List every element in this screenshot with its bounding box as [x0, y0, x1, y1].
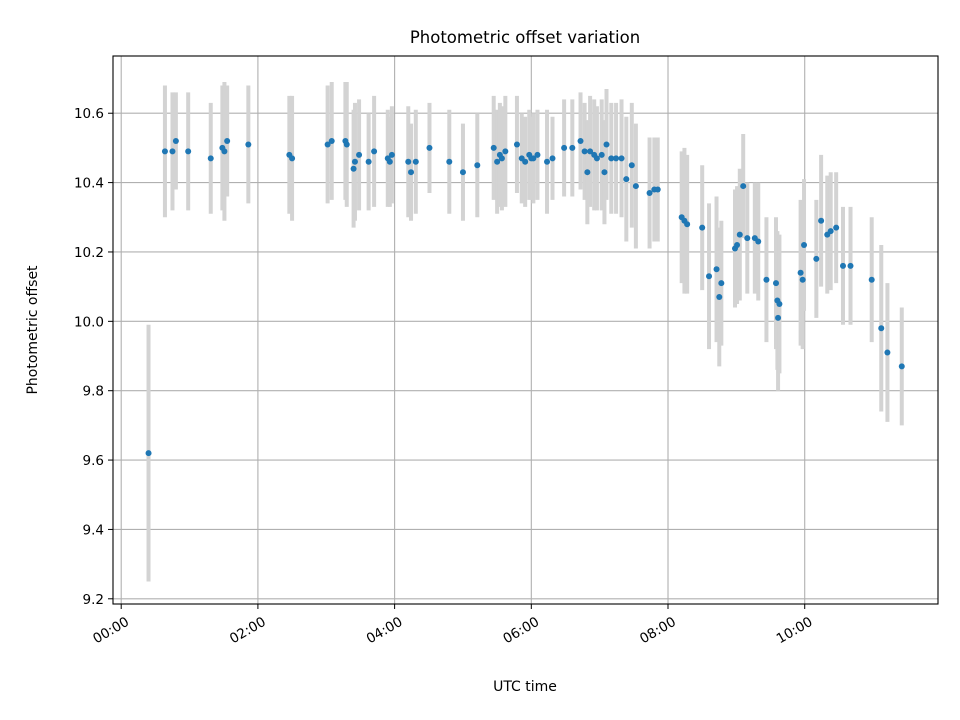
data-point — [207, 155, 214, 162]
data-point — [818, 217, 825, 224]
data-point — [577, 137, 584, 144]
data-point — [699, 224, 706, 231]
plot-frame — [112, 55, 939, 605]
y-tick-label: 9.8 — [83, 384, 104, 400]
y-tick-label: 10.0 — [74, 314, 104, 330]
data-point — [412, 158, 419, 165]
data-point — [744, 235, 751, 242]
data-point — [224, 137, 231, 144]
data-point — [388, 151, 395, 158]
data-point — [459, 169, 466, 176]
data-point — [706, 273, 713, 280]
data-point — [584, 169, 591, 176]
data-point — [603, 141, 610, 148]
data-point — [601, 169, 608, 176]
y-axis-label: Photometric offset — [25, 265, 41, 395]
data-point — [593, 155, 600, 162]
data-point — [185, 148, 192, 155]
data-point — [868, 276, 875, 283]
data-point — [386, 158, 393, 165]
y-tick-label: 10.2 — [74, 245, 104, 261]
data-point — [740, 183, 747, 190]
data-point — [797, 269, 804, 276]
data-point — [549, 155, 556, 162]
data-point — [801, 242, 808, 249]
data-point — [446, 158, 453, 165]
data-point — [405, 158, 412, 165]
data-point — [221, 148, 228, 155]
data-point — [608, 155, 615, 162]
data-point — [569, 144, 576, 151]
data-point — [618, 155, 625, 162]
data-point — [356, 151, 363, 158]
data-point — [587, 148, 594, 155]
data-point — [408, 169, 415, 176]
data-point — [426, 144, 433, 151]
data-point — [530, 155, 537, 162]
data-point — [718, 280, 725, 287]
data-point — [755, 238, 762, 245]
data-point — [245, 141, 252, 148]
data-point — [878, 325, 885, 332]
data-point — [351, 158, 358, 165]
data-point — [827, 228, 834, 235]
data-point — [474, 162, 481, 169]
data-point — [646, 190, 653, 196]
data-point — [716, 294, 723, 301]
data-point — [776, 300, 783, 307]
data-point — [169, 148, 176, 155]
y-axis-ticks: 9.2 9.4 9.6 9.8 10.0 10.2 10.4 10.6 — [74, 106, 113, 608]
data-point — [544, 158, 551, 165]
y-tick-label: 9.6 — [83, 453, 104, 469]
data-point — [763, 276, 770, 283]
data-point — [324, 141, 331, 148]
data-point — [371, 148, 378, 155]
data-point — [654, 186, 661, 193]
data-point — [513, 141, 520, 148]
data-point — [684, 221, 691, 228]
x-axis-label: UTC time — [493, 679, 557, 695]
data-point — [775, 314, 782, 321]
data-point — [490, 144, 497, 151]
data-point — [172, 137, 179, 144]
data-point — [161, 148, 168, 155]
data-point — [833, 224, 840, 231]
data-point — [534, 151, 541, 158]
data-point — [365, 158, 372, 165]
data-point — [734, 242, 741, 249]
data-point — [813, 255, 820, 262]
chart-title: Photometric offset variation — [410, 28, 640, 47]
y-tick-label: 9.4 — [83, 522, 104, 538]
data-point — [613, 155, 620, 162]
y-tick-label: 9.2 — [83, 592, 104, 608]
data-point — [628, 162, 635, 169]
data-point — [598, 151, 605, 158]
data-point — [289, 155, 296, 162]
y-tick-label: 10.4 — [74, 176, 104, 192]
data-point — [502, 148, 509, 155]
data-point — [632, 183, 639, 190]
data-point — [773, 280, 780, 287]
data-point — [623, 176, 630, 183]
data-point — [839, 262, 846, 269]
data-point — [898, 363, 905, 370]
data-point — [581, 148, 588, 155]
data-point — [145, 450, 152, 457]
data-point — [328, 137, 335, 144]
data-point — [522, 158, 529, 165]
y-tick-label: 10.6 — [74, 106, 104, 122]
data-point — [847, 262, 854, 269]
data-point — [561, 144, 568, 151]
data-point — [884, 349, 891, 356]
data-point — [736, 231, 743, 238]
data-point — [498, 155, 505, 162]
data-point — [713, 266, 720, 273]
data-point — [799, 276, 806, 283]
data-point — [343, 141, 350, 148]
data-point — [494, 158, 501, 165]
data-point — [350, 165, 357, 172]
data-points — [145, 137, 905, 457]
